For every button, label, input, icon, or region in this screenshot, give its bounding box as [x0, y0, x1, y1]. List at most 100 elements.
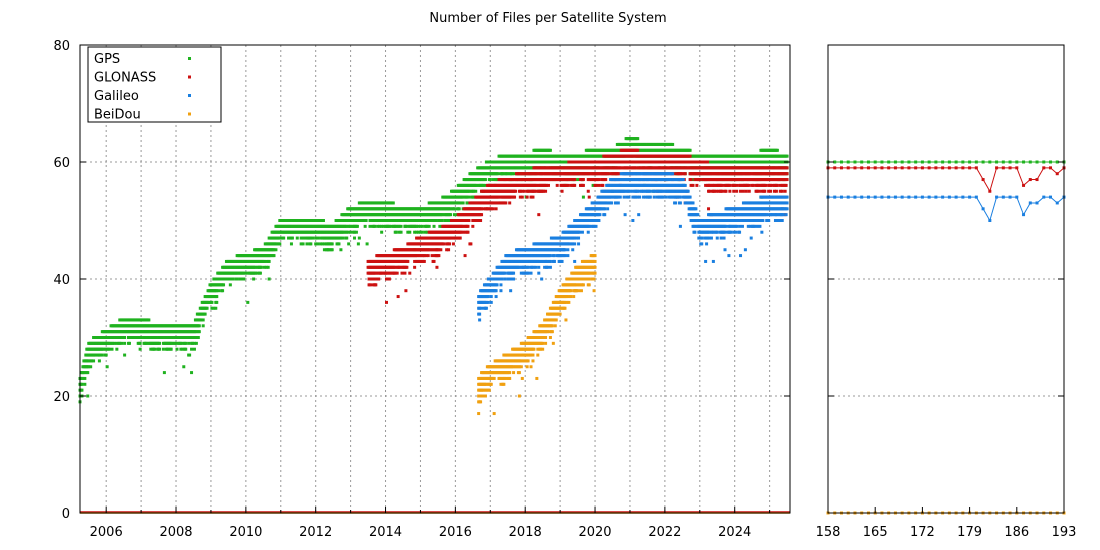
data-point	[212, 306, 216, 310]
data-point	[374, 283, 378, 287]
data-point	[321, 219, 325, 222]
data-point	[449, 236, 453, 240]
data-point	[461, 201, 465, 205]
data-point	[80, 388, 84, 392]
data-point	[728, 189, 732, 193]
data-point	[194, 341, 198, 345]
data-point	[724, 189, 728, 193]
data-point	[374, 277, 378, 281]
data-point	[494, 295, 498, 299]
data-point	[244, 271, 248, 275]
data-point	[496, 172, 500, 176]
data-point	[104, 353, 108, 357]
data-point	[380, 230, 384, 234]
data-point	[181, 347, 185, 351]
data-point	[394, 224, 398, 228]
data-point	[201, 318, 205, 322]
data-point	[454, 236, 458, 240]
data-point	[636, 148, 640, 152]
data-point	[604, 178, 608, 182]
data-point	[175, 341, 179, 345]
data-point	[745, 183, 749, 187]
data-point	[162, 371, 166, 375]
data-point	[374, 219, 378, 222]
data-point	[115, 341, 119, 345]
data-point	[322, 248, 326, 252]
data-point	[744, 189, 748, 193]
data-point	[476, 219, 480, 222]
data-point	[207, 300, 211, 304]
data-point	[693, 178, 697, 182]
data-point	[267, 277, 271, 281]
data-point	[396, 295, 400, 299]
data-point	[347, 230, 351, 234]
data-point	[389, 224, 393, 228]
data-point	[322, 242, 326, 246]
data-point	[188, 353, 192, 357]
data-point	[147, 318, 151, 322]
data-point	[278, 236, 282, 240]
data-point	[695, 183, 699, 187]
data-point	[305, 242, 309, 246]
data-point	[417, 230, 421, 234]
data-point	[166, 347, 170, 351]
data-point	[89, 365, 93, 369]
data-point	[747, 189, 751, 193]
data-point	[517, 265, 521, 269]
data-point	[428, 248, 432, 252]
data-point	[512, 271, 516, 275]
data-point	[494, 207, 498, 211]
data-point	[784, 183, 788, 187]
data-point	[495, 283, 499, 287]
chart-title: Number of Files per Satellite System	[429, 11, 666, 26]
data-point	[497, 201, 501, 205]
data-point	[214, 306, 218, 310]
data-point	[278, 242, 282, 246]
data-point	[269, 254, 273, 258]
data-point	[537, 213, 541, 217]
data-point	[138, 347, 142, 351]
data-point	[194, 336, 198, 339]
data-point	[319, 236, 323, 240]
data-point	[374, 271, 378, 275]
data-point	[393, 271, 397, 275]
data-point	[133, 336, 137, 339]
data-point	[387, 224, 391, 228]
data-point	[327, 248, 331, 252]
data-point	[371, 283, 375, 287]
data-point	[747, 183, 751, 187]
data-point	[680, 172, 684, 176]
data-point	[447, 248, 451, 252]
data-point	[365, 242, 369, 246]
data-point	[337, 242, 341, 246]
data-point	[518, 189, 522, 193]
data-point	[573, 178, 577, 182]
data-point	[347, 242, 351, 246]
data-point	[597, 183, 601, 187]
data-point	[465, 195, 469, 199]
data-point	[397, 230, 401, 234]
data-point	[190, 347, 194, 351]
data-point	[275, 242, 279, 246]
data-point	[781, 183, 785, 187]
data-point	[83, 376, 87, 380]
data-point	[671, 142, 675, 146]
data-point	[266, 265, 270, 269]
data-point	[184, 347, 188, 351]
data-point	[520, 195, 524, 199]
data-point	[452, 213, 456, 217]
data-point	[422, 254, 426, 258]
data-point	[378, 224, 382, 228]
data-point	[120, 341, 124, 345]
data-point	[231, 277, 235, 281]
data-point	[480, 306, 484, 310]
data-point	[785, 178, 789, 182]
data-point	[755, 189, 759, 193]
data-point	[368, 283, 372, 287]
data-point	[191, 341, 195, 345]
data-point	[489, 207, 493, 211]
data-point	[457, 207, 461, 211]
data-point	[760, 189, 764, 193]
data-point	[378, 219, 382, 222]
data-point	[97, 359, 101, 363]
